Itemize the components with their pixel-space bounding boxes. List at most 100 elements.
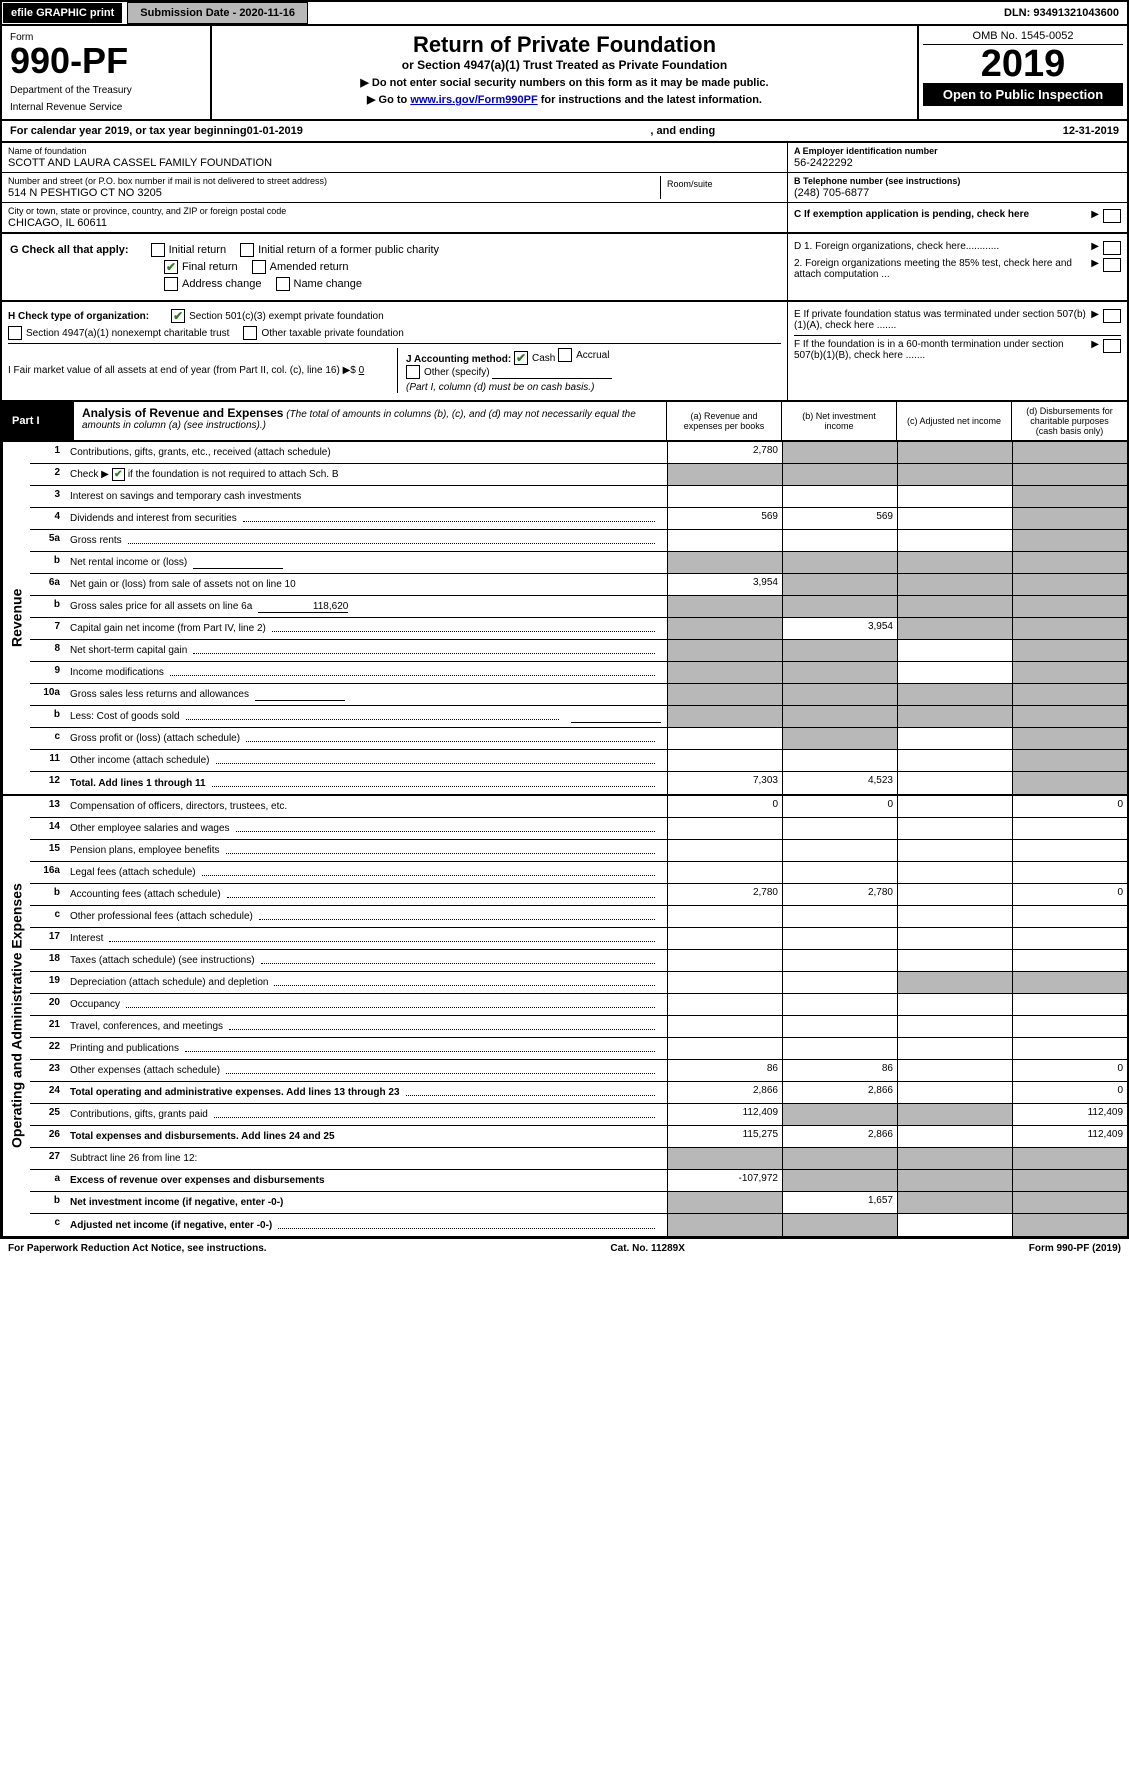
calendar-year-row: For calendar year 2019, or tax year begi… xyxy=(0,121,1129,143)
address-change-checkbox[interactable] xyxy=(164,277,178,291)
5b-input[interactable] xyxy=(193,557,283,569)
other-taxable-checkbox[interactable] xyxy=(243,326,257,340)
row-18: 18Taxes (attach schedule) (see instructi… xyxy=(30,950,1127,972)
row-5b: bNet rental income or (loss) xyxy=(30,552,1127,574)
row-23: 23Other expenses (attach schedule)86860 xyxy=(30,1060,1127,1082)
d1-label: D 1. Foreign organizations, check here..… xyxy=(794,241,1087,252)
f-label: F If the foundation is in a 60-month ter… xyxy=(794,339,1087,361)
row-19: 19Depreciation (attach schedule) and dep… xyxy=(30,972,1127,994)
final-return-checkbox[interactable]: ✔ xyxy=(164,260,178,274)
row-12: 12Total. Add lines 1 through 117,3034,52… xyxy=(30,772,1127,794)
exemption-checkbox[interactable] xyxy=(1103,209,1121,223)
foundation-name-label: Name of foundation xyxy=(8,146,781,156)
row-3: 3Interest on savings and temporary cash … xyxy=(30,486,1127,508)
expenses-sidelabel: Operating and Administrative Expenses xyxy=(2,796,30,1236)
6b-input[interactable] xyxy=(258,601,348,613)
row-16a: 16aLegal fees (attach schedule) xyxy=(30,862,1127,884)
dln: DLN: 93491321043600 xyxy=(996,3,1127,23)
row-2: 2Check ▶✔ if the foundation is not requi… xyxy=(30,464,1127,486)
schb-checkbox[interactable]: ✔ xyxy=(112,468,125,481)
address-value: 514 N PESHTIGO CT NO 3205 xyxy=(8,187,660,199)
row-5a: 5aGross rents xyxy=(30,530,1127,552)
row-27: 27Subtract line 26 from line 12: xyxy=(30,1148,1127,1170)
name-block: Name of foundation SCOTT AND LAURA CASSE… xyxy=(0,143,1129,234)
expenses-grid: Operating and Administrative Expenses 13… xyxy=(0,796,1129,1238)
row-20: 20Occupancy xyxy=(30,994,1127,1016)
row-16b: bAccounting fees (attach schedule)2,7802… xyxy=(30,884,1127,906)
note-link: ▶ Go to www.irs.gov/Form990PF for instru… xyxy=(222,93,907,106)
initial-return-checkbox[interactable] xyxy=(151,243,165,257)
row-15: 15Pension plans, employee benefits xyxy=(30,840,1127,862)
accrual-checkbox[interactable] xyxy=(558,348,572,362)
part1-title: Analysis of Revenue and Expenses xyxy=(82,406,283,420)
d1-checkbox[interactable] xyxy=(1103,241,1121,255)
phone-value: (248) 705-6877 xyxy=(794,187,1121,199)
page-footer: For Paperwork Reduction Act Notice, see … xyxy=(0,1238,1129,1258)
form-number: 990-PF xyxy=(10,43,202,79)
topbar: efile GRAPHIC print Submission Date - 20… xyxy=(0,0,1129,26)
city-value: CHICAGO, IL 60611 xyxy=(8,217,781,229)
part1-label: Part I xyxy=(2,402,74,440)
10a-input[interactable] xyxy=(255,689,345,701)
row-4: 4Dividends and interest from securities5… xyxy=(30,508,1127,530)
col-b-header: (b) Net investment income xyxy=(782,402,897,440)
row-22: 22Printing and publications xyxy=(30,1038,1127,1060)
row-25: 25Contributions, gifts, grants paid112,4… xyxy=(30,1104,1127,1126)
row-6b: bGross sales price for all assets on lin… xyxy=(30,596,1127,618)
ein-label: A Employer identification number xyxy=(794,146,1121,156)
j-note: (Part I, column (d) must be on cash basi… xyxy=(406,382,594,393)
f-checkbox[interactable] xyxy=(1103,339,1121,353)
row-27a: aExcess of revenue over expenses and dis… xyxy=(30,1170,1127,1192)
501c3-checkbox[interactable]: ✔ xyxy=(171,309,185,323)
cash-checkbox[interactable]: ✔ xyxy=(514,351,528,365)
d2-label: 2. Foreign organizations meeting the 85%… xyxy=(794,258,1087,280)
revenue-sidelabel: Revenue xyxy=(2,442,30,794)
other-method-checkbox[interactable] xyxy=(406,365,420,379)
initial-public-checkbox[interactable] xyxy=(240,243,254,257)
row-7: 7Capital gain net income (from Part IV, … xyxy=(30,618,1127,640)
row-27c: cAdjusted net income (if negative, enter… xyxy=(30,1214,1127,1236)
dept-treasury: Department of the Treasury xyxy=(10,85,202,96)
foundation-name: SCOTT AND LAURA CASSEL FAMILY FOUNDATION xyxy=(8,157,781,169)
row-1: 1Contributions, gifts, grants, etc., rec… xyxy=(30,442,1127,464)
form-header: Form 990-PF Department of the Treasury I… xyxy=(0,26,1129,121)
g-lead: G Check all that apply: xyxy=(10,244,129,256)
address-label: Number and street (or P.O. box number if… xyxy=(8,176,660,186)
d2-checkbox[interactable] xyxy=(1103,258,1121,272)
irs-label: Internal Revenue Service xyxy=(10,102,202,113)
row-10c: cGross profit or (loss) (attach schedule… xyxy=(30,728,1127,750)
col-a-header: (a) Revenue and expenses per books xyxy=(667,402,782,440)
row-13: 13Compensation of officers, directors, t… xyxy=(30,796,1127,818)
form-subtitle: or Section 4947(a)(1) Trust Treated as P… xyxy=(222,58,907,72)
j-lead: J Accounting method: xyxy=(406,354,511,365)
row-21: 21Travel, conferences, and meetings xyxy=(30,1016,1127,1038)
h-lead: H Check type of organization: xyxy=(8,311,149,322)
open-public: Open to Public Inspection xyxy=(923,83,1123,106)
row-14: 14Other employee salaries and wages xyxy=(30,818,1127,840)
row-16c: cOther professional fees (attach schedul… xyxy=(30,906,1127,928)
10b-input[interactable] xyxy=(571,711,661,723)
footer-left: For Paperwork Reduction Act Notice, see … xyxy=(8,1243,267,1254)
irs-link[interactable]: www.irs.gov/Form990PF xyxy=(410,94,537,106)
col-d-header: (d) Disbursements for charitable purpose… xyxy=(1012,402,1127,440)
amended-return-checkbox[interactable] xyxy=(252,260,266,274)
efile-badge: efile GRAPHIC print xyxy=(2,2,123,24)
i-lead: I Fair market value of all assets at end… xyxy=(8,365,359,376)
e-label: E If private foundation status was termi… xyxy=(794,309,1087,331)
exemption-pending-label: C If exemption application is pending, c… xyxy=(794,209,1087,220)
e-checkbox[interactable] xyxy=(1103,309,1121,323)
row-27b: bNet investment income (if negative, ent… xyxy=(30,1192,1127,1214)
4947-checkbox[interactable] xyxy=(8,326,22,340)
row-17: 17Interest xyxy=(30,928,1127,950)
name-change-checkbox[interactable] xyxy=(276,277,290,291)
city-label: City or town, state or province, country… xyxy=(8,206,781,216)
row-11: 11Other income (attach schedule) xyxy=(30,750,1127,772)
footer-formid: Form 990-PF (2019) xyxy=(1029,1243,1121,1254)
ein-value: 56-2422292 xyxy=(794,157,1121,169)
footer-catno: Cat. No. 11289X xyxy=(610,1243,684,1254)
check-block: G Check all that apply: Initial return I… xyxy=(0,234,1129,302)
part1-header: Part I Analysis of Revenue and Expenses … xyxy=(0,402,1129,442)
row-9: 9Income modifications xyxy=(30,662,1127,684)
form-title: Return of Private Foundation xyxy=(222,32,907,58)
row-6a: 6aNet gain or (loss) from sale of assets… xyxy=(30,574,1127,596)
